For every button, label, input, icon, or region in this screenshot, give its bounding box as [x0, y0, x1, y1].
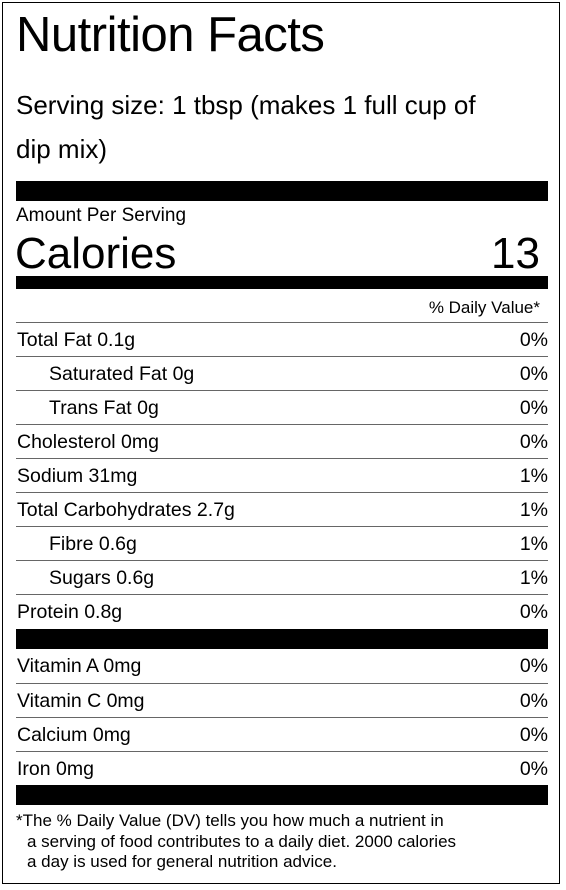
nutrient-name: Sodium 31mg [17, 465, 138, 487]
nutrient-row-total-fat: Total Fat 0.1g 0% [16, 322, 548, 356]
nutrient-dv: 0% [519, 363, 548, 385]
nutrient-dv: 0% [519, 601, 548, 623]
nutrient-dv: 0% [519, 329, 548, 351]
nutrient-dv: 1% [519, 499, 548, 521]
nutrient-row-sugars: Sugars 0.6g 1% [16, 560, 548, 594]
serving-size-line-1: Serving size: 1 tbsp (makes 1 full cup o… [16, 90, 476, 120]
nutrient-row-sodium: Sodium 31mg 1% [16, 458, 548, 492]
calories-divider [16, 276, 548, 289]
nutrient-dv: 0% [519, 655, 548, 677]
nutrient-name: Vitamin C 0mg [17, 690, 145, 712]
nutrient-name: Saturated Fat 0g [49, 363, 195, 385]
nutrition-facts-label: Nutrition Facts Serving size: 1 tbsp (ma… [2, 2, 560, 884]
daily-value-header: % Daily Value* [428, 298, 540, 317]
serving-size-line-2: dip mix) [16, 134, 108, 164]
nutrient-dv: 1% [519, 533, 548, 555]
nutrient-name: Fibre 0.6g [49, 533, 137, 555]
footnote-line-2: a serving of food contributes to a daily… [27, 831, 457, 851]
vitamin-row-iron: Iron 0mg 0% [16, 751, 548, 785]
nutrient-name: Calcium 0mg [17, 724, 131, 746]
thick-divider [16, 181, 548, 201]
footnote-line-3: a day is used for general nutrition advi… [27, 852, 337, 871]
nutrient-dv: 1% [519, 567, 548, 589]
nutrient-dv: 0% [519, 431, 548, 453]
nutrient-row-saturated-fat: Saturated Fat 0g 0% [16, 356, 548, 390]
vitamins-divider [16, 629, 548, 649]
vitamin-row-calcium: Calcium 0mg 0% [16, 717, 548, 751]
nutrient-name: Iron 0mg [17, 758, 94, 780]
nutrient-name: Total Fat 0.1g [17, 329, 136, 351]
nutrient-name: Total Carbohydrates 2.7g [17, 499, 235, 521]
nutrient-row-cholesterol: Cholesterol 0mg 0% [16, 424, 548, 458]
nutrient-name: Vitamin A 0mg [17, 655, 142, 677]
nutrient-name: Sugars 0.6g [49, 567, 155, 589]
calories-label: Calories [15, 229, 177, 278]
amount-per-serving: Amount Per Serving [16, 205, 187, 226]
nutrient-name: Trans Fat 0g [49, 397, 159, 419]
footnote-divider [16, 785, 548, 805]
daily-value-footnote: *The % Daily Value (DV) tells you how mu… [16, 811, 548, 873]
vitamin-row-vitamin-a: Vitamin A 0mg 0% [16, 649, 548, 683]
nutrient-name: Cholesterol 0mg [17, 431, 159, 453]
nutrient-row-total-carbohydrates: Total Carbohydrates 2.7g 1% [16, 492, 548, 526]
nutrient-row-fibre: Fibre 0.6g 1% [16, 526, 548, 560]
serving-size: Serving size: 1 tbsp (makes 1 full cup o… [16, 83, 546, 171]
nutrient-dv: 0% [519, 758, 548, 780]
nutrient-dv: 1% [519, 465, 548, 487]
nutrient-dv: 0% [519, 724, 548, 746]
nutrient-dv: 0% [519, 690, 548, 712]
vitamin-row-vitamin-c: Vitamin C 0mg 0% [16, 683, 548, 717]
label-title: Nutrition Facts [16, 8, 325, 62]
nutrient-dv: 0% [519, 397, 548, 419]
nutrient-row-trans-fat: Trans Fat 0g 0% [16, 390, 548, 424]
nutrient-name: Protein 0.8g [17, 601, 123, 623]
nutrient-row-protein: Protein 0.8g 0% [16, 594, 548, 628]
calories-value: 13 [491, 229, 540, 278]
footnote-line-1: *The % Daily Value (DV) tells you how mu… [16, 811, 444, 830]
